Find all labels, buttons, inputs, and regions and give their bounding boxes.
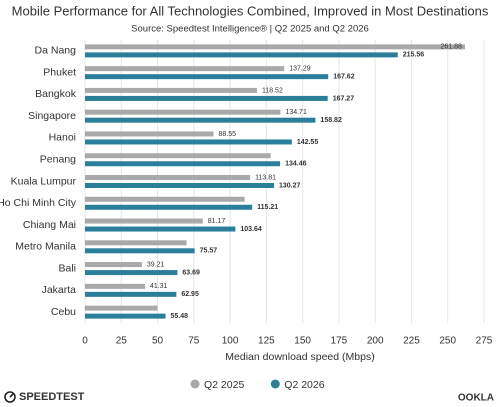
bar [85,95,328,101]
bar [85,248,195,254]
bar [85,262,142,268]
bar [85,291,177,297]
bar [85,109,281,115]
data-label: 137.29 [289,65,311,72]
y-tick-label: Cebu [51,306,76,318]
data-label: 39.21 [147,261,165,268]
x-tick-label: 225 [403,336,420,347]
data-label: 115.21 [257,204,278,211]
data-label: 81.17 [208,218,226,225]
bar [85,175,251,180]
data-label: 215.56 [403,52,425,59]
y-tick-label: Metro Manila [15,241,76,253]
bar [85,270,178,276]
chart-title: Mobile Performance for All Technologies … [12,3,489,18]
x-tick-label: 125 [258,336,275,347]
data-label: 167.62 [333,73,355,80]
y-tick-label: Chiang Mai [23,219,76,231]
x-tick-label: 100 [222,336,239,347]
logo-icon [4,391,16,403]
bar [85,196,245,202]
y-tick-label: Bangkok [35,88,77,100]
data-label: 134.46 [285,161,307,168]
bar [85,52,398,58]
x-tick-label: 0 [82,336,88,347]
bar [85,305,158,311]
data-label: 261.88 [441,44,463,51]
x-tick-label: 175 [331,336,348,347]
data-label: 55.48 [170,313,188,320]
y-tick-label: Penang [40,154,76,166]
data-label: 167.27 [333,95,355,102]
bar [85,313,166,319]
data-label: 158.82 [320,117,342,124]
y-tick-label: Jakarta [42,284,77,296]
y-tick-label: Da Nang [35,45,77,57]
legend-label: Q2 2026 [284,379,324,391]
bar [85,161,281,167]
x-tick-label: 25 [116,336,128,347]
chart-subtitle: Source: Speedtest Intelligence® | Q2 202… [131,24,369,35]
x-tick-label: 250 [439,336,456,347]
bar [85,87,257,93]
data-label: 88.55 [218,131,236,138]
bar [85,218,203,224]
data-label: 75.57 [200,248,218,255]
bar [85,117,316,123]
legend-marker [270,379,280,389]
bar [85,44,465,50]
y-tick-label: Ho Chi Minh City [0,197,77,209]
legend-label: Q2 2025 [204,379,244,391]
bar [85,183,275,188]
bar [85,66,285,72]
data-label: 41.31 [150,283,168,290]
y-tick-label: Singapore [28,110,76,122]
bar [85,226,236,232]
bar [85,139,292,145]
bar [85,153,271,159]
y-tick-label: Hanoi [49,132,76,144]
x-axis-label: Median download speed (Mbps) [225,351,374,363]
legend-marker [190,379,200,389]
data-label: 113.81 [255,174,276,181]
bar [85,131,214,137]
data-label: 103.64 [240,226,262,233]
x-tick-label: 75 [188,336,200,347]
x-tick-label: 275 [476,336,493,347]
logo-icon-needle [9,393,14,398]
data-label: 142.55 [297,139,319,146]
bar [85,204,253,210]
y-tick-label: Bali [58,262,76,274]
logo-text: SPEEDTEST [19,391,85,403]
data-label: 62.95 [181,291,199,298]
bar [85,240,187,246]
y-tick-label: Kuala Lumpur [11,175,77,187]
x-tick-label: 50 [152,336,164,347]
x-tick-label: 150 [294,336,311,347]
data-label: 134.71 [285,109,307,116]
data-label: 118.52 [262,87,283,94]
logo-text: OOKLA [458,393,494,404]
data-label: 63.69 [182,269,200,276]
bar [85,74,329,80]
x-tick-label: 200 [367,336,384,347]
y-tick-label: Phuket [43,66,76,78]
bar [85,283,145,289]
data-label: 130.27 [279,182,301,189]
